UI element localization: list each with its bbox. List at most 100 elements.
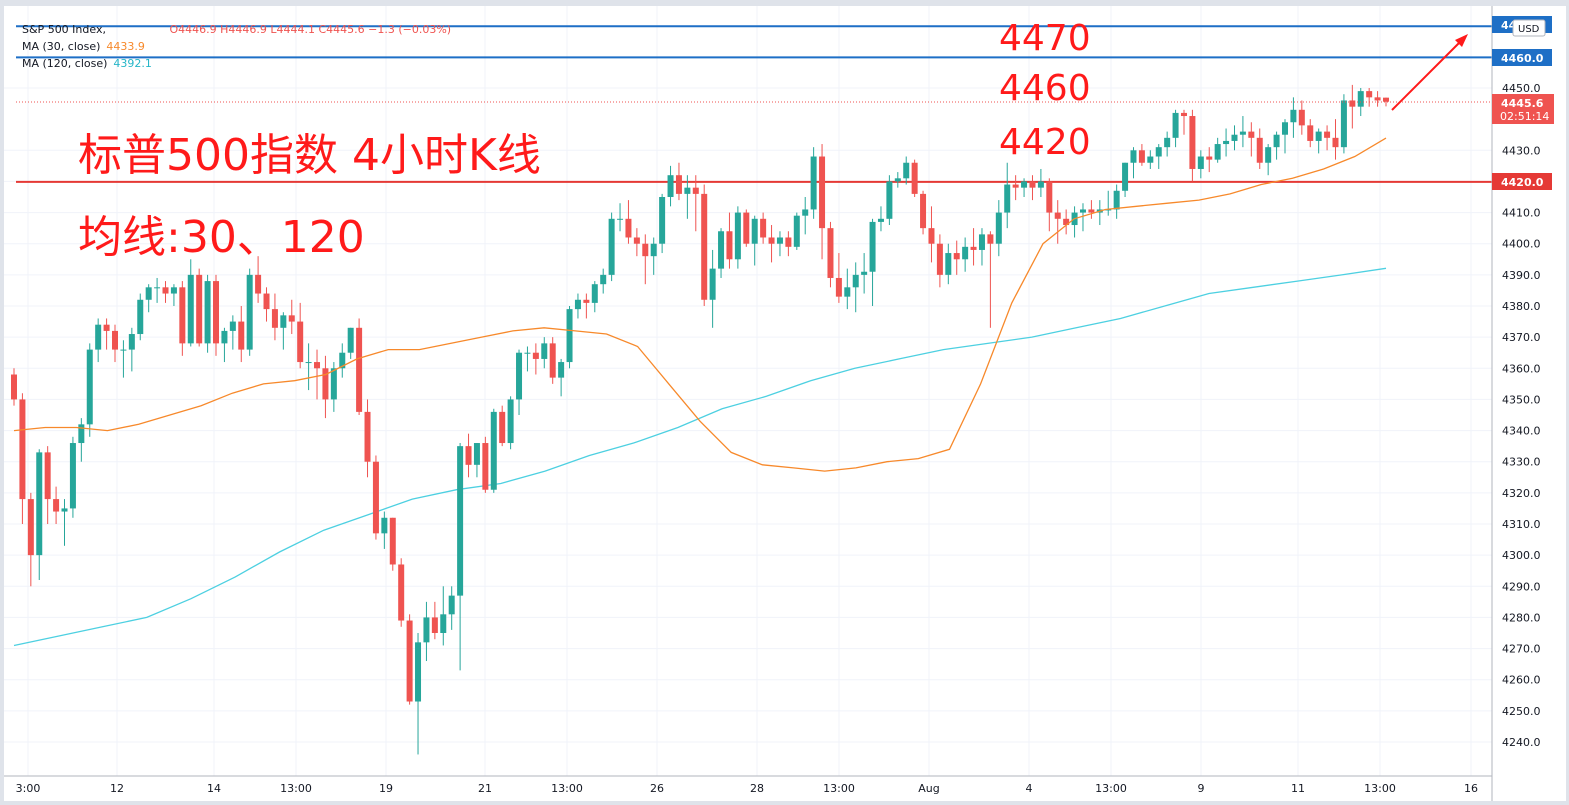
candle-body xyxy=(558,362,565,378)
price-tick-label: 4240.0 xyxy=(1502,736,1541,749)
candle-body xyxy=(1046,181,1053,213)
candle-body xyxy=(112,330,119,350)
ma120-value: 4392.1 xyxy=(113,57,152,70)
currency-badge[interactable]: USD xyxy=(1518,24,1540,35)
candle-body xyxy=(675,175,682,194)
candle-body xyxy=(221,330,228,344)
candle-body xyxy=(667,175,674,197)
candle-body xyxy=(945,253,952,275)
candlestick-chart[interactable]: 4240.0 4250.0 4260.0 4270.0 4280.0 4290.0 4300… xyxy=(4,6,1566,801)
legend-ma120-row[interactable]: MA (120, close) 4392.1 xyxy=(22,57,152,70)
candle-body xyxy=(1147,156,1154,163)
candle-body xyxy=(187,274,194,344)
candle-body xyxy=(1122,162,1129,191)
candle-body xyxy=(1298,109,1305,126)
price-tick-label: 4260.0 xyxy=(1502,674,1541,687)
candle-body xyxy=(1012,184,1019,188)
time-tick-label: 13:00 xyxy=(823,782,855,795)
candle-body xyxy=(1374,97,1381,101)
candle-body xyxy=(591,284,598,303)
time-tick-label: Aug xyxy=(918,782,939,795)
candle-body xyxy=(154,287,161,289)
candle-body xyxy=(1256,137,1263,163)
chart-canvas[interactable]: 4240.0 4250.0 4260.0 4270.0 4280.0 4290.0 4300… xyxy=(4,6,1566,801)
candle-body xyxy=(1029,181,1036,188)
symbol-name[interactable]: S&P 500 Index, xyxy=(22,23,106,36)
candle-body xyxy=(1113,190,1120,210)
axis-label-4460-bg xyxy=(1492,49,1552,66)
candle-body xyxy=(911,162,918,194)
candle-body xyxy=(516,352,523,400)
candle-body xyxy=(128,334,135,350)
candle-body xyxy=(1239,131,1246,135)
ma30-value: 4433.9 xyxy=(106,40,145,53)
time-axis: 3:00 12 14 13:00 19 21 13:00 26 28 13:00 Aug 4 13:00… xyxy=(4,775,1492,795)
candle-body xyxy=(305,362,312,364)
candle-body xyxy=(869,221,876,272)
candle-body xyxy=(1324,131,1331,138)
candle-body xyxy=(987,234,994,244)
candle-body xyxy=(1054,212,1061,219)
candle-body xyxy=(1180,112,1187,117)
candle-body xyxy=(928,228,935,244)
candle-body xyxy=(482,443,489,490)
time-tick-label: 13:00 xyxy=(1364,782,1396,795)
candle-body xyxy=(1189,116,1196,169)
candle-body xyxy=(120,349,127,351)
candle-body xyxy=(69,443,76,509)
candle-body xyxy=(936,243,943,275)
price-tick-label: 4300.0 xyxy=(1502,549,1541,562)
candle-body xyxy=(347,327,354,353)
candle-body xyxy=(995,212,1002,244)
candle-body xyxy=(852,274,859,288)
candle-body xyxy=(1231,134,1238,141)
legend-ma30-row[interactable]: MA (30, close) 4433.9 xyxy=(22,40,145,53)
candle-body xyxy=(1164,137,1171,148)
candle-body xyxy=(415,642,422,702)
axis-label-4420-bg xyxy=(1492,173,1552,190)
price-tick-label: 4410.0 xyxy=(1502,207,1541,220)
candle-body xyxy=(95,324,102,350)
horizontal-lines xyxy=(16,25,1492,183)
price-tick-label: 4400.0 xyxy=(1502,238,1541,251)
arrow-head xyxy=(1455,34,1468,47)
candle-body xyxy=(322,368,329,400)
candle-body xyxy=(297,321,304,363)
candle-body xyxy=(78,424,85,444)
candle-body xyxy=(894,178,901,182)
candle-body xyxy=(448,595,455,615)
candle-body xyxy=(920,193,927,229)
candle-body xyxy=(751,218,758,244)
candle-body xyxy=(364,411,371,462)
candle-body xyxy=(1281,122,1288,135)
candle-body xyxy=(760,218,767,238)
ma30-layer xyxy=(13,137,1387,472)
axis-label-4460: 4460.0 xyxy=(1501,52,1544,65)
candle-body xyxy=(776,237,783,244)
ma120-line xyxy=(13,267,1387,647)
candle-body xyxy=(238,321,245,350)
candle-body xyxy=(819,156,826,229)
price-tick-label: 4390.0 xyxy=(1502,269,1541,282)
annotation-subtitle: 均线:30、120 xyxy=(78,212,365,263)
candle-body xyxy=(625,218,632,238)
candle-body xyxy=(1063,218,1070,226)
candle-body xyxy=(314,362,321,369)
candle-body xyxy=(583,299,590,303)
candle-body xyxy=(743,212,750,244)
candle-body xyxy=(1105,209,1112,211)
candle-body xyxy=(1021,181,1028,188)
time-tick-label: 14 xyxy=(207,782,221,795)
candle-body xyxy=(793,215,800,247)
candle-body xyxy=(1172,112,1179,138)
candle-body xyxy=(566,309,573,363)
candle-body xyxy=(1357,91,1364,107)
candle-body xyxy=(196,274,203,344)
annotation-4470: 4470 xyxy=(999,18,1091,59)
candle-body xyxy=(423,617,430,643)
price-tick-label: 4290.0 xyxy=(1502,580,1541,593)
candle-body xyxy=(701,193,708,300)
price-tick-label: 4320.0 xyxy=(1502,487,1541,500)
candle-body xyxy=(903,162,910,179)
